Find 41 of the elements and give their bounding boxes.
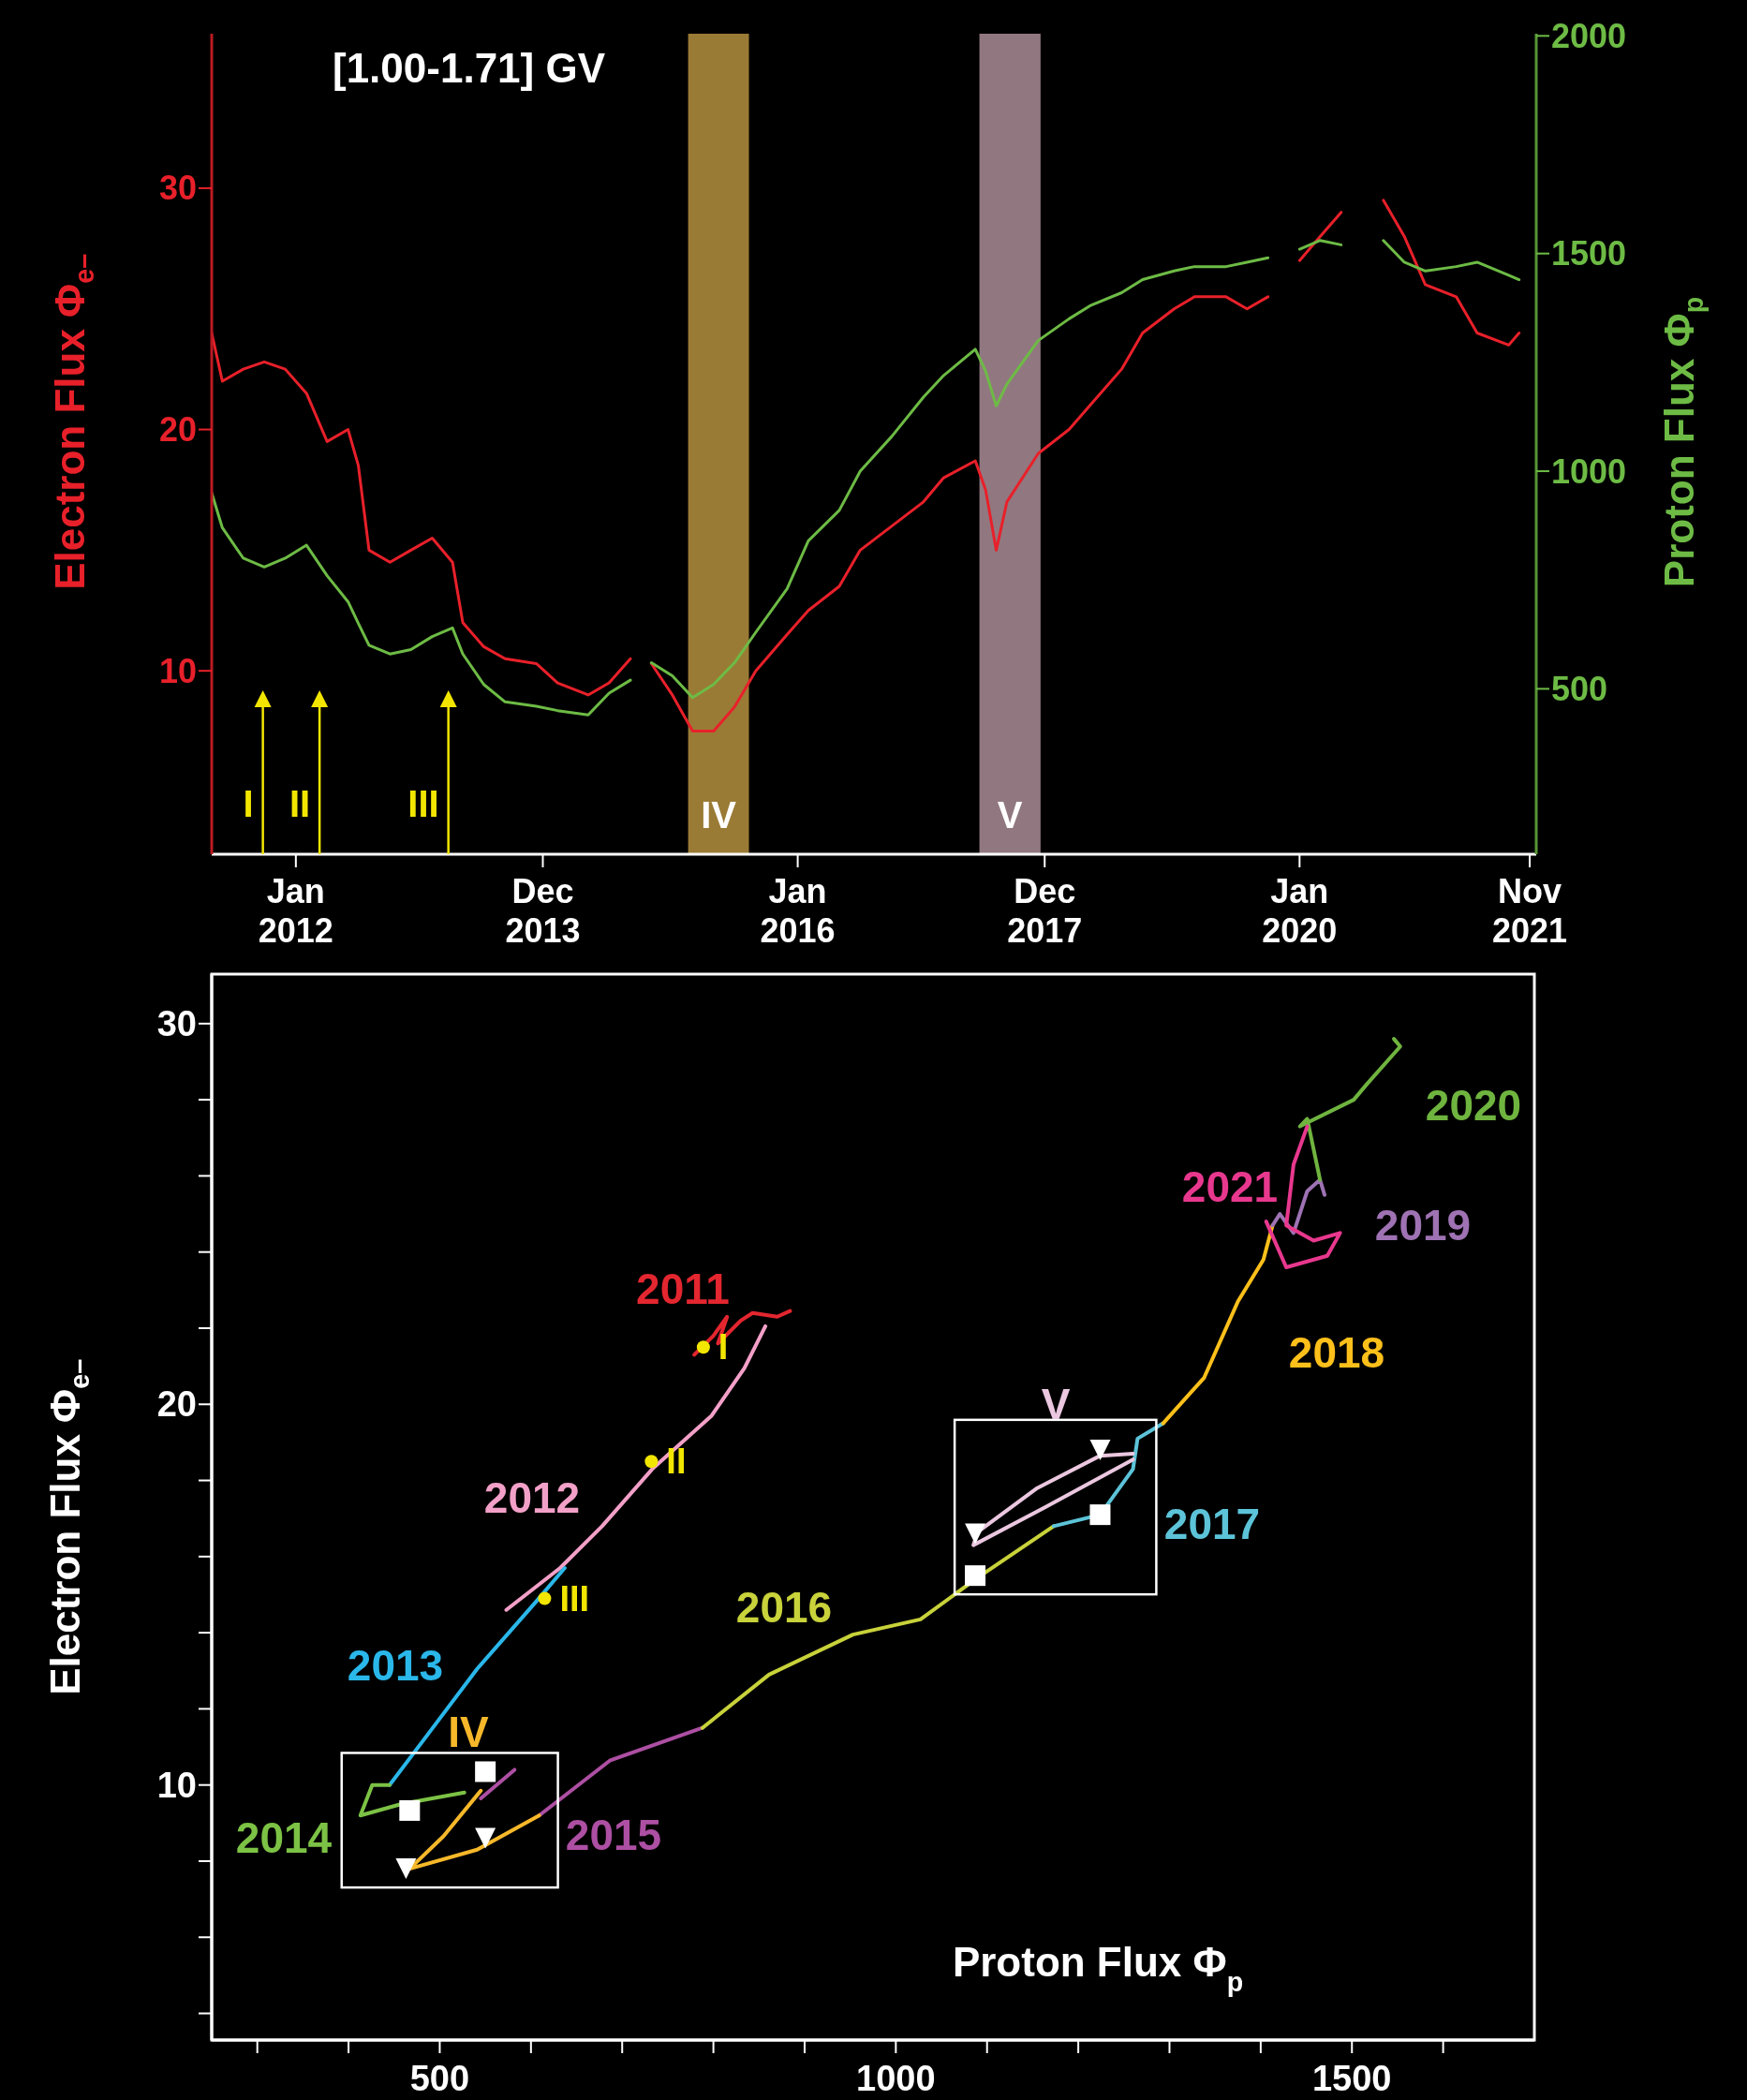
y-tick-label: 30 — [156, 1003, 197, 1043]
series-label: 2014 — [235, 1813, 333, 1862]
chart-title: [1.00-1.71] GV — [333, 45, 606, 91]
x-tick-label: Nov 2021 — [1491, 872, 1568, 950]
y-tick-label: 10 — [156, 1765, 197, 1805]
y-tick-label: 20 — [156, 1384, 197, 1425]
band-label: V — [997, 794, 1023, 836]
x-tick-label: 1000 — [856, 2059, 936, 2099]
data-label: II — [666, 1442, 687, 1482]
series-label: IV — [448, 1708, 490, 1756]
y-tick-label: 10 — [158, 651, 197, 690]
y2-tick-label: 1500 — [1551, 234, 1627, 274]
y2-tick-label: 2000 — [1551, 16, 1627, 55]
series-label: 2020 — [1425, 1081, 1522, 1130]
x-tick-label: 1500 — [1311, 2059, 1392, 2099]
ref-line-label: III — [407, 783, 439, 824]
y2-tick-label: 500 — [1551, 669, 1608, 708]
y-tick-label: 20 — [158, 410, 197, 450]
series-label: 2018 — [1288, 1328, 1385, 1377]
series-label: 2019 — [1374, 1201, 1472, 1250]
series-label: 2021 — [1181, 1162, 1279, 1211]
series-label: 2013 — [347, 1641, 444, 1690]
band-label: IV — [701, 794, 737, 836]
ref-line-label: I — [243, 783, 254, 824]
x-tick-label: Jan 2016 — [760, 872, 836, 950]
series-label: 2012 — [483, 1473, 581, 1522]
y-tick-label: 30 — [158, 169, 197, 208]
series-label: 2017 — [1163, 1500, 1261, 1548]
y2-tick-label: 1000 — [1551, 451, 1627, 491]
series-label: V — [1041, 1380, 1071, 1428]
series-label: 2011 — [636, 1264, 730, 1313]
ref-line-label: II — [289, 783, 311, 824]
x-tick-label: Dec 2017 — [1007, 872, 1083, 950]
series-label: 2015 — [565, 1811, 662, 1859]
series-label: 2016 — [735, 1583, 833, 1632]
x-tick-label: Jan 2012 — [258, 872, 333, 950]
x-tick-label: 500 — [409, 2059, 470, 2099]
x-tick-label: Jan 2020 — [1262, 872, 1338, 950]
x-axis-title: Proton Flux Φ$_{p}$ — [952, 1939, 1244, 1997]
data-label: III — [559, 1578, 590, 1619]
x-tick-label: Dec 2013 — [505, 872, 581, 950]
